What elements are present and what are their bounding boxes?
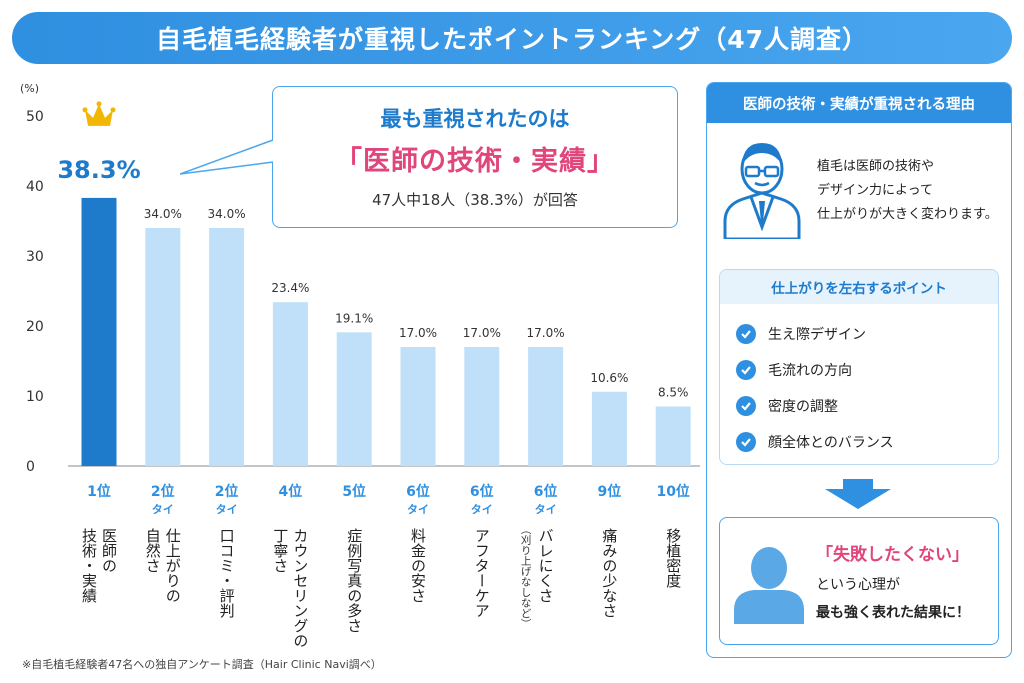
list-item: 密度の調整 — [736, 388, 998, 424]
value-label: 38.3% — [57, 156, 140, 184]
down-arrow-icon — [825, 479, 891, 509]
rank-label: 1位 — [87, 483, 111, 500]
footnote: ※自毛植毛経験者47名への独自アンケート調査（Hair Clinic Navi調… — [22, 658, 382, 671]
value-label: 8.5% — [658, 386, 689, 400]
category-label: 技術・実績 — [80, 528, 98, 603]
value-label: 19.1% — [335, 311, 373, 325]
highlight-callout: 最も重視されたのは 「医師の技術・実績」 47人中18人（38.3%）が回答 — [272, 86, 678, 228]
rank-label: 2位 — [215, 483, 239, 500]
value-label: 34.0% — [208, 207, 246, 221]
callout-tail — [180, 139, 274, 175]
bar — [591, 391, 627, 466]
points-title: 仕上がりを左右するポイント — [720, 270, 998, 304]
callout-line-2: 「医師の技術・実績」 — [335, 146, 615, 177]
rank-label: 4位 — [279, 483, 303, 500]
y-tick-label: 30 — [26, 249, 44, 265]
points-box: 仕上がりを左右するポイント 生え際デザイン 毛流れの方向 密度の調整 顔全体との… — [719, 269, 999, 465]
category-label: 症例写真の多さ — [345, 528, 363, 633]
y-tick-label: 0 — [26, 459, 35, 475]
page-title: 自毛植毛経験者が重視したポイントランキング（47人調査） — [12, 12, 1012, 64]
value-label: 17.0% — [399, 326, 437, 340]
panel-title: 医師の技術・実績が重視される理由 — [707, 83, 1011, 123]
bar — [464, 347, 500, 466]
category-label: 痛みの少なさ — [600, 528, 618, 618]
value-label: 34.0% — [144, 207, 182, 221]
conclusion-line-1: 「失敗したくない」 — [816, 545, 969, 565]
bar — [400, 347, 436, 466]
tie-label: タイ — [216, 503, 238, 516]
list-item: 顔全体とのバランス — [736, 424, 998, 460]
category-label: 料金の安さ — [409, 528, 427, 603]
category-label: カウンセリングの — [291, 528, 309, 648]
value-label: 10.6% — [590, 371, 628, 385]
category-label: 移植密度 — [664, 528, 682, 588]
crown-icon — [82, 101, 116, 126]
check-icon — [736, 360, 756, 380]
tie-label: タイ — [152, 503, 174, 516]
callout-line-1: 最も重視されたのは — [380, 107, 570, 131]
reason-line: デザイン力によって — [817, 183, 933, 198]
rank-label: 6位 — [470, 483, 494, 500]
point-label: 顔全体とのバランス — [768, 435, 894, 451]
y-tick-label: 10 — [26, 389, 44, 405]
category-label: バレにくさ — [537, 528, 555, 603]
rank-label: 6位 — [534, 483, 558, 500]
point-label: 生え際デザイン — [768, 327, 866, 343]
rank-label: 9位 — [598, 483, 622, 500]
rank-label: 10位 — [656, 483, 689, 500]
value-label: 23.4% — [271, 281, 309, 295]
bar — [655, 406, 691, 466]
point-label: 密度の調整 — [768, 399, 838, 415]
rank-label: 2位 — [151, 483, 175, 500]
category-sublabel: （刈り上げなしなど） — [520, 524, 532, 629]
rank-label: 6位 — [406, 483, 430, 500]
value-label: 17.0% — [463, 326, 501, 340]
bar — [209, 228, 245, 466]
doctor-icon — [723, 143, 801, 239]
category-label: 仕上がりの — [164, 528, 182, 603]
check-icon — [736, 432, 756, 452]
category-label: 丁寧さ — [271, 528, 289, 573]
rank-label: 5位 — [342, 483, 366, 500]
tie-label: タイ — [407, 503, 429, 516]
bar — [336, 332, 372, 466]
list-item: 毛流れの方向 — [736, 352, 998, 388]
bar — [145, 228, 181, 466]
reason-panel: 医師の技術・実績が重視される理由 植毛は医師の技術や デザイン力によって 仕上が… — [706, 82, 1012, 658]
person-icon — [734, 547, 804, 624]
value-label: 17.0% — [527, 326, 565, 340]
tie-label: タイ — [471, 503, 493, 516]
category-label: 自然さ — [144, 528, 162, 573]
check-icon — [736, 324, 756, 344]
point-label: 毛流れの方向 — [768, 363, 852, 379]
tie-label: タイ — [535, 503, 557, 516]
reason-text: 植毛は医師の技術や デザイン力によって 仕上がりが大きく変わります。 — [817, 155, 998, 227]
conclusion-line-3: 最も強く表れた結果に！ — [816, 605, 970, 621]
list-item: 生え際デザイン — [736, 316, 998, 352]
y-tick-label: 40 — [26, 179, 44, 195]
bar — [81, 197, 117, 466]
conclusion-line-2: という心理が — [816, 577, 900, 593]
category-label: アフターケア — [473, 528, 491, 618]
y-tick-label: 20 — [26, 319, 44, 335]
reason-line: 植毛は医師の技術や — [817, 159, 935, 174]
category-label: 医師の — [100, 528, 118, 573]
points-list: 生え際デザイン 毛流れの方向 密度の調整 顔全体とのバランス — [720, 304, 998, 460]
reason-line: 仕上がりが大きく変わります。 — [817, 207, 998, 222]
y-axis-unit: (%) — [20, 82, 39, 95]
bar — [272, 302, 308, 466]
y-tick-label: 50 — [26, 109, 44, 125]
bar — [528, 347, 564, 466]
callout-line-3: 47人中18人（38.3%）が回答 — [372, 191, 578, 209]
category-label: 口コミ・評判 — [218, 528, 236, 619]
conclusion-box: 「失敗したくない」 という心理が 最も強く表れた結果に！ — [719, 517, 999, 645]
check-icon — [736, 396, 756, 416]
